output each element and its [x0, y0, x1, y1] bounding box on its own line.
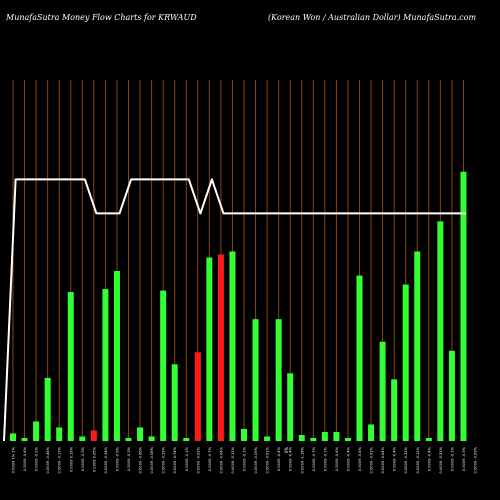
bar: [67, 292, 74, 441]
x-tick-label: 0.0009 -0.1%: [243, 446, 247, 471]
bar: [21, 437, 28, 441]
bar: [414, 251, 421, 441]
x-tick-label: 0.0009 0.19%: [69, 446, 73, 472]
bar: [379, 341, 386, 441]
x-tick-label: 0.0009 0.05%: [92, 446, 96, 472]
chart-title: MunafaSutra Money Flow Charts for KRWAUD: [6, 13, 197, 22]
bar: [206, 257, 213, 441]
bar: [183, 437, 190, 441]
bar: [368, 424, 375, 441]
bar: [344, 437, 351, 441]
bar: [10, 433, 16, 441]
bar: [194, 352, 201, 441]
x-tick-label: 0.0009 -0.4%: [393, 446, 397, 471]
x-tick-label: 0.0009 -0.44%: [46, 446, 50, 473]
bar: [229, 251, 236, 441]
bar: [79, 436, 86, 441]
bar: [217, 254, 224, 441]
money-flow-line: [3, 178, 466, 442]
x-tick-label: 0.0009 -0.06%: [139, 446, 143, 473]
bar: [171, 364, 178, 441]
x-tick-label: 0.0009 -0.01%: [266, 446, 270, 473]
x-tick-label: 0.0009 -0.3%: [81, 446, 85, 471]
x-tick-label: 0.0009 -0.08%: [150, 446, 154, 473]
bar: [333, 431, 340, 441]
x-tick-label: 0.0009 -0.12%: [231, 446, 235, 473]
bar: [275, 319, 282, 441]
bar: [252, 319, 259, 441]
bar: [425, 437, 432, 441]
bar: [391, 379, 398, 441]
x-tick-label: 0.0009 -0.6%: [115, 446, 119, 471]
bar: [125, 437, 132, 441]
bar: [241, 428, 247, 441]
bar: [437, 221, 444, 441]
x-tick-label: 0.0009 -0.4%: [346, 446, 350, 471]
bar: [448, 350, 455, 441]
x-tick-label: 0.0009 -0.1%: [450, 446, 454, 471]
bar: [137, 427, 144, 441]
x-tick-label: 0.0009 -0.7%: [208, 446, 212, 471]
center-label: 0%: [284, 447, 289, 454]
x-tick-label: 0.0009 -0.04%: [219, 446, 223, 473]
x-tick-label: 0.0009 -0.4%: [427, 446, 431, 471]
x-tick-label: 0.0009 -0.1%: [323, 446, 327, 471]
x-tick-label: 0.0009 -0.74%: [173, 446, 177, 473]
money-flow-line: [3, 178, 466, 442]
x-tick-label: 0.0009 -0.3%: [127, 446, 131, 471]
x-tick-label: 0.0009 -0.02%: [370, 446, 374, 473]
bar: [102, 289, 109, 441]
bar: [321, 431, 328, 441]
bar: [113, 271, 120, 441]
bar: [402, 284, 409, 441]
bar: [298, 434, 305, 441]
bar: [160, 290, 167, 441]
bar: [44, 377, 51, 441]
x-tick-label: 0.0009 -0.32%: [404, 446, 408, 473]
chart-subtitle: (Korean Won / Australian Dollar) MunafaS…: [268, 13, 477, 22]
x-tick-label: 0.0009 -0.4%: [277, 446, 281, 471]
x-tick-labels: 0.0009 1% 1% 0.0009 -0.4% 0.0009 -0.2% 0.00…: [12, 446, 478, 473]
bar: [148, 436, 155, 441]
x-tick-label: 0.0009 -0.3%: [462, 446, 466, 471]
x-tick-label: 0.0009 -0.51%: [439, 446, 443, 473]
x-tick-label: 0.0009 -0.2%: [35, 446, 39, 471]
x-tick-label: 0.0009 -0.1%: [185, 446, 189, 471]
x-tick-label: 0.0009 -0.09%: [254, 446, 258, 473]
bar: [90, 430, 97, 441]
x-tick-label: 0.0009 -0.4%: [23, 446, 27, 471]
bar: [56, 427, 63, 441]
x-tick-label: 0.0009 -0.34%: [104, 446, 108, 473]
x-tick-label: 0.0009 -0.7%: [312, 446, 316, 471]
x-tick-label: 0.0009 -0.29%: [162, 446, 166, 473]
bars: [10, 171, 467, 442]
x-tick-label: 0.0009 -0.04%: [381, 446, 385, 473]
x-tick-label: 0.0009 -1.16%: [300, 446, 304, 473]
x-tick-label: 0.0009 -0.12%: [416, 446, 420, 473]
x-tick-label: 0.0009 -0.4%: [289, 446, 293, 471]
bar: [33, 421, 40, 441]
bar: [356, 275, 363, 441]
x-tick-label: 0.0009 -0.17%: [58, 446, 62, 473]
bar: [264, 436, 271, 441]
x-tick-label: 0.0009 1% 1%: [12, 446, 16, 473]
x-tick-label: 0.0009 -0.02%: [196, 446, 200, 473]
bar: [287, 373, 294, 441]
x-tick-label: 0.0009 -0.4%: [335, 446, 339, 471]
x-tick-label: 0.0009 -0.09%: [474, 446, 478, 473]
bar: [310, 437, 317, 441]
bar: [460, 171, 467, 442]
x-tick-label: 0.0009 -0.4%: [358, 446, 362, 471]
